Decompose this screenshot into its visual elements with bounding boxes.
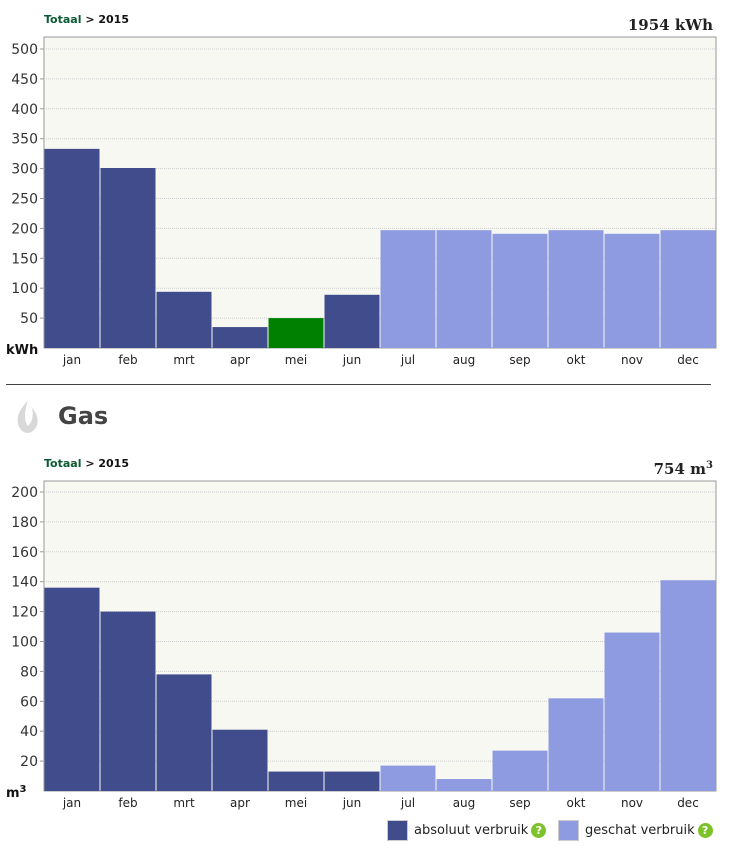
x-tick-label: okt [567, 353, 586, 367]
x-tick-label: okt [567, 796, 586, 810]
y-tick-label: 120 [11, 605, 38, 621]
x-tick-label: apr [230, 796, 250, 810]
bar-okt [548, 230, 604, 348]
breadcrumb-link-totaal[interactable]: Totaal [44, 13, 82, 26]
y-tick-label: 250 [11, 192, 38, 208]
legend-label: absoluut verbruik [414, 823, 529, 838]
bar-jul [380, 765, 436, 791]
legend-swatch [387, 820, 408, 841]
y-tick-label: 400 [11, 102, 38, 118]
breadcrumb-separator: > [81, 13, 99, 26]
electricity-total: 1954 kWh [627, 16, 713, 34]
y-tick-label: 160 [11, 545, 38, 561]
x-tick-label: dec [677, 353, 699, 367]
bar-jan [44, 587, 100, 791]
bar-okt [548, 698, 604, 791]
x-tick-label: jan [62, 796, 81, 810]
bar-aug [436, 230, 492, 348]
breadcrumb-separator: > [81, 457, 99, 470]
divider [6, 384, 711, 385]
gas-total: 754 m3 [653, 460, 713, 478]
breadcrumb-link-totaal[interactable]: Totaal [44, 457, 82, 470]
y-tick-label: 50 [20, 311, 38, 327]
x-tick-label: jan [62, 353, 81, 367]
bar-mrt [156, 674, 212, 791]
y-tick-label: 60 [20, 694, 38, 710]
legend-label: geschat verbruik [585, 823, 695, 838]
y-tick-label: 100 [11, 635, 38, 651]
x-tick-label: sep [509, 796, 530, 810]
bar-mrt [156, 291, 212, 348]
x-tick-label: jun [342, 353, 362, 367]
bar-dec [660, 230, 716, 348]
flame-icon [17, 400, 38, 433]
y-tick-label: 180 [11, 515, 38, 531]
x-tick-label: feb [118, 353, 137, 367]
y-tick-label: 200 [11, 485, 38, 501]
x-tick-label: jul [400, 796, 415, 810]
bar-nov [604, 233, 660, 348]
bar-jan [44, 148, 100, 348]
plot-area [43, 36, 717, 349]
help-icon[interactable]: ? [697, 823, 713, 838]
bar-mei [268, 771, 324, 791]
bar-jun [324, 294, 380, 348]
breadcrumb-year: 2015 [98, 457, 129, 470]
x-tick-label: mei [285, 796, 307, 810]
x-tick-label: nov [621, 796, 643, 810]
bar-apr [212, 327, 268, 348]
bar-mei [268, 318, 324, 348]
legend-swatch [558, 820, 579, 841]
x-tick-label: aug [453, 353, 476, 367]
y-tick-label: 300 [11, 162, 38, 178]
y-tick-label: 100 [11, 281, 38, 297]
y-tick-label: 140 [11, 575, 38, 591]
breadcrumb-gas: Totaal > 2015 [44, 457, 129, 470]
x-tick-label: mrt [173, 353, 195, 367]
bar-jul [380, 230, 436, 348]
x-tick-label: dec [677, 796, 699, 810]
x-tick-label: feb [118, 796, 137, 810]
x-tick-label: nov [621, 353, 643, 367]
y-tick-label: 20 [20, 754, 38, 770]
electricity-chart: 50 100 150 200 250 300 350 400 450 500 jan feb mrt ap… [6, 36, 717, 367]
legend-absolute: absoluut verbruik? [387, 820, 547, 841]
bar-sep [492, 750, 548, 791]
breadcrumb-year: 2015 [98, 13, 129, 26]
bar-nov [604, 632, 660, 791]
y-unit-label: kWh [6, 343, 38, 358]
y-tick-label: 80 [20, 664, 38, 680]
x-tick-label: apr [230, 353, 250, 367]
bar-apr [212, 729, 268, 791]
y-tick-label: 350 [11, 132, 38, 148]
bar-sep [492, 233, 548, 348]
bar-feb [100, 168, 156, 348]
plot-area [43, 480, 717, 792]
gas-chart: 20 40 60 80 100 120 140 160 180 200 jan feb mrt apr me… [6, 480, 717, 810]
bar-jun [324, 771, 380, 791]
bar-dec [660, 580, 716, 791]
y-unit-label: m3 [6, 784, 27, 801]
y-tick-label: 200 [11, 221, 38, 237]
y-tick-label: 450 [11, 72, 38, 88]
x-tick-label: jul [400, 353, 415, 367]
x-tick-label: jun [342, 796, 362, 810]
breadcrumb-electricity: Totaal > 2015 [44, 13, 129, 26]
legend-estimated: geschat verbruik? [558, 820, 713, 841]
bar-aug [436, 779, 492, 791]
gas-title: Gas [58, 402, 109, 430]
help-icon[interactable]: ? [531, 823, 547, 838]
x-tick-label: mei [285, 353, 307, 367]
x-tick-label: sep [509, 353, 530, 367]
y-tick-label: 150 [11, 251, 38, 267]
y-tick-label: 40 [20, 724, 38, 740]
y-tick-label: 500 [11, 42, 38, 58]
x-tick-label: mrt [173, 796, 195, 810]
x-tick-label: aug [453, 796, 476, 810]
bar-feb [100, 611, 156, 791]
